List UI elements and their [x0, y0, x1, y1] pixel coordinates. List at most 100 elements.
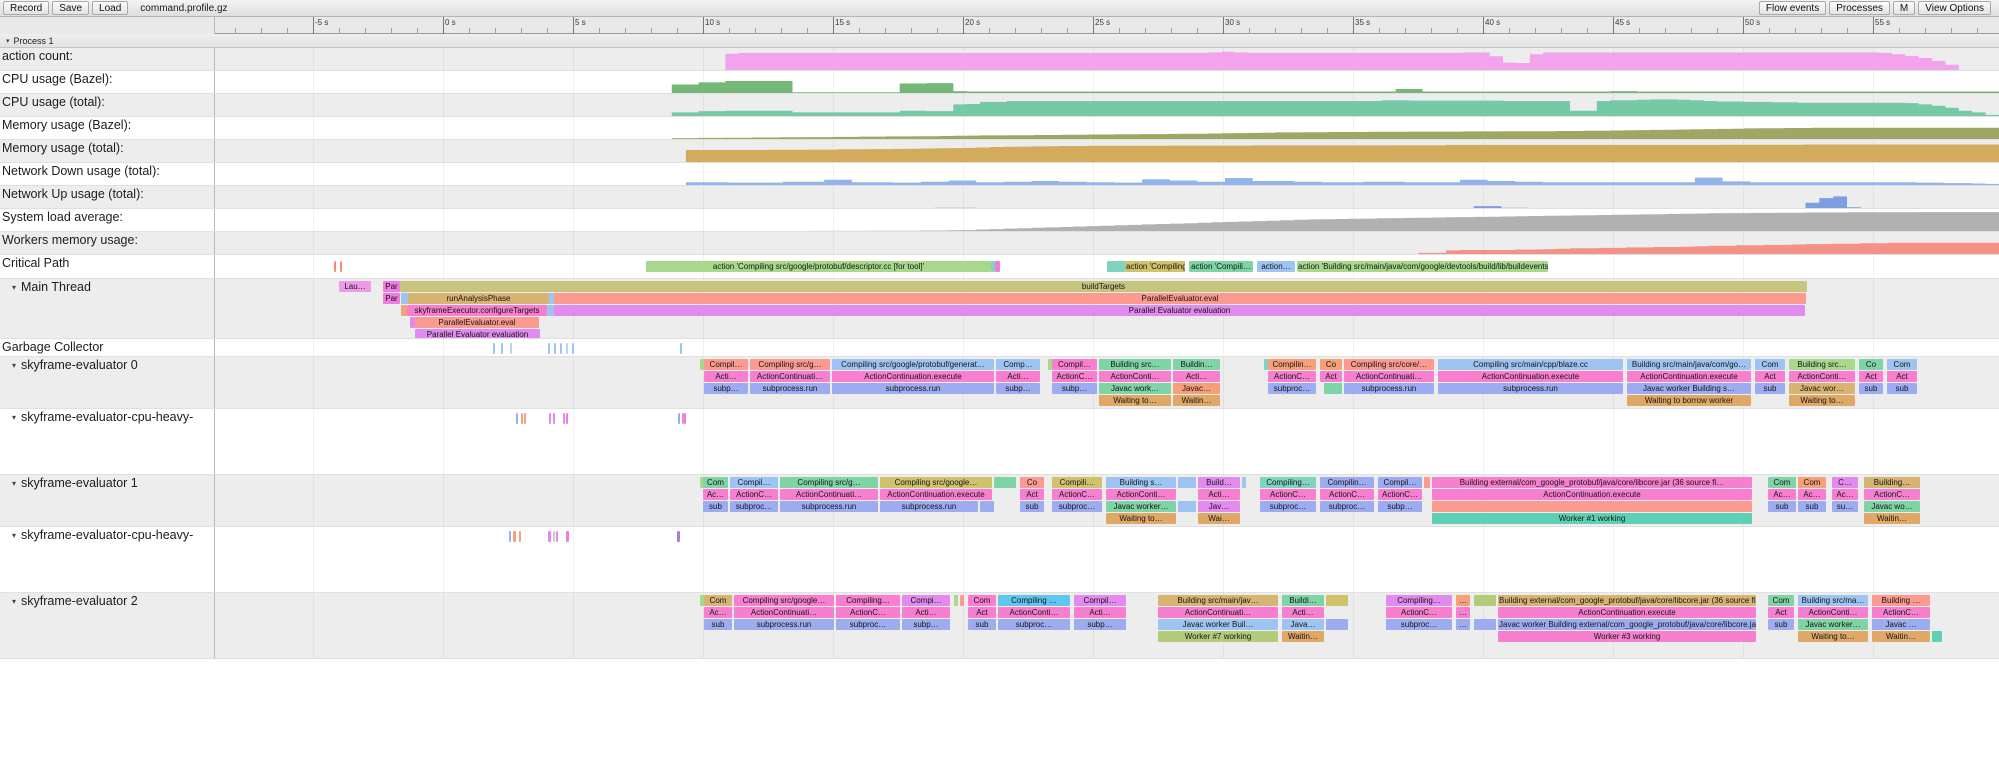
slice[interactable]: ActionConti… [1106, 489, 1176, 500]
slice[interactable]: Compiling… [1260, 477, 1316, 488]
slice[interactable] [1048, 359, 1052, 370]
slice[interactable]: Compil… [704, 359, 748, 370]
slice[interactable]: Compilin… [1268, 359, 1316, 370]
slice[interactable]: Building src/main/java/com/go… [1627, 359, 1751, 370]
slice[interactable]: subp… [1074, 619, 1126, 630]
slice[interactable]: Waitin… [1282, 631, 1324, 642]
slice[interactable]: C… [1832, 477, 1858, 488]
counter-track-system-load-average[interactable]: System load average: [0, 209, 1999, 232]
slice[interactable] [1107, 261, 1125, 272]
slice[interactable]: Act [1755, 371, 1785, 382]
slice[interactable] [572, 343, 574, 354]
slice[interactable] [954, 595, 958, 606]
slice[interactable] [513, 531, 516, 542]
counter-canvas-system-load-average[interactable] [216, 209, 1999, 231]
slice-canvas-skyframe-evaluator-1[interactable]: Com Compil… Compiling src/g… Compiling src/… [216, 475, 1999, 526]
slice[interactable]: ActionC… [1872, 607, 1930, 618]
slice[interactable]: Waiting to… [1099, 395, 1171, 406]
counter-track-cpu-usage-bazel[interactable]: CPU usage (Bazel): [0, 71, 1999, 94]
flow-events-button[interactable]: Flow events [1758, 1, 1827, 15]
slice[interactable]: Building src… [1789, 359, 1855, 370]
track-label-critical-path[interactable]: Critical Path [0, 255, 215, 278]
slice[interactable]: action… [1257, 261, 1295, 272]
counter-canvas-memory-usage-bazel[interactable] [216, 117, 1999, 139]
slice-canvas-skyframe-evaluator-cpu-heavy-1[interactable] [216, 527, 1999, 592]
chevron-down-icon[interactable]: ▾ [12, 597, 17, 606]
slice[interactable]: Compiling src/google… [880, 477, 992, 488]
thread-track-main-thread[interactable]: ▾ Main Thread Lau… Par buildTargets Par runAna… [0, 279, 1999, 339]
track-label-skyframe-evaluator-2[interactable]: ▾ skyframe-evaluator 2 [0, 593, 215, 658]
thread-track-critical-path[interactable]: Critical Path action 'Compiling src/googl… [0, 255, 1999, 279]
counter-canvas-cpu-usage-bazel[interactable] [216, 71, 1999, 93]
slice[interactable]: Com [968, 595, 996, 606]
slice[interactable]: Acti… [996, 371, 1040, 382]
slice[interactable]: Javac worker Building external/com_googl… [1498, 619, 1756, 630]
slice[interactable]: subp… [1052, 383, 1097, 394]
counter-track-cpu-usage-total[interactable]: CPU usage (total): [0, 94, 1999, 117]
slice[interactable] [677, 531, 680, 542]
slice[interactable]: … [1456, 619, 1470, 630]
slice-canvas-skyframe-evaluator-cpu-heavy-0[interactable] [216, 409, 1999, 474]
slice[interactable] [1178, 477, 1196, 488]
slice[interactable]: Compiling… [836, 595, 900, 606]
slice[interactable] [1324, 383, 1342, 394]
slice[interactable] [510, 343, 512, 354]
slice[interactable]: ActionC… [1268, 371, 1316, 382]
slice[interactable] [1264, 359, 1268, 370]
slice[interactable] [1474, 619, 1496, 630]
slice[interactable]: Building external/com_google_protobuf/ja… [1432, 477, 1752, 488]
slice[interactable]: skyframeExecutor.configureTargets [407, 305, 547, 316]
slice[interactable]: Javac worker… [1798, 619, 1868, 630]
slice[interactable] [516, 413, 518, 424]
slice[interactable]: Compiling src/main/cpp/blaze.cc [1438, 359, 1623, 370]
slice[interactable]: ActionConti… [1798, 607, 1868, 618]
slice[interactable]: Ac… [704, 607, 732, 618]
slice[interactable]: Ac… [703, 489, 728, 500]
slice[interactable] [700, 477, 703, 488]
slice[interactable] [401, 293, 408, 304]
slice[interactable]: ActionC… [1052, 371, 1097, 382]
slice-canvas-garbage-collector[interactable] [216, 339, 1999, 356]
slice[interactable]: Building src… [1099, 359, 1171, 370]
slice[interactable]: sub [703, 501, 728, 512]
slice[interactable]: Buildin… [1173, 359, 1220, 370]
slice[interactable]: Co [1020, 477, 1044, 488]
slice[interactable]: action 'Building src/main/java/com/googl… [1297, 261, 1548, 272]
slice[interactable]: sub [1020, 501, 1044, 512]
slice[interactable]: Act [1320, 371, 1342, 382]
slice[interactable]: Building src/main/jav… [1158, 595, 1278, 606]
slice[interactable]: subprocess.run [750, 383, 830, 394]
slice[interactable] [563, 413, 565, 424]
slice[interactable]: Comp… [996, 359, 1040, 370]
slice[interactable] [1326, 595, 1348, 606]
slice[interactable]: ActionC… [730, 489, 778, 500]
slice[interactable]: subp… [1378, 501, 1422, 512]
slice[interactable]: ActionC… [1052, 489, 1102, 500]
counter-canvas-network-down-usage-total[interactable] [216, 163, 1999, 185]
track-label-skyframe-evaluator-1[interactable]: ▾ skyframe-evaluator 1 [0, 475, 215, 526]
slice[interactable]: Com [703, 477, 728, 488]
slice[interactable]: subproc… [730, 501, 778, 512]
slice[interactable]: Compil… [1074, 595, 1126, 606]
slice[interactable]: Acti… [1074, 607, 1126, 618]
slice[interactable] [524, 413, 526, 424]
slice[interactable] [509, 531, 511, 542]
slice[interactable]: subprocess.run [1438, 383, 1623, 394]
chevron-down-icon[interactable]: ▾ [12, 413, 17, 422]
slice[interactable]: sub [968, 619, 996, 630]
slice[interactable]: subp… [902, 619, 950, 630]
slice[interactable]: Compiling … [998, 595, 1070, 606]
slice[interactable]: Compil… [1052, 359, 1097, 370]
slice[interactable]: ActionC… [1386, 607, 1452, 618]
slice[interactable] [553, 413, 555, 424]
slice[interactable]: ActionContinuati… [780, 489, 878, 500]
slice[interactable]: ActionContinuati… [734, 607, 834, 618]
slice[interactable]: Javac… [1173, 383, 1220, 394]
track-label-skyframe-evaluator-0[interactable]: ▾ skyframe-evaluator 0 [0, 357, 215, 408]
slice[interactable]: sub [1887, 383, 1917, 394]
slice[interactable] [566, 413, 568, 424]
slice-canvas-skyframe-evaluator-2[interactable]: Com Compiling src/google… Compiling… Compi…… [216, 593, 1999, 658]
slice[interactable]: Waiting to… [1798, 631, 1868, 642]
slice[interactable] [960, 595, 964, 606]
slice-canvas-skyframe-evaluator-0[interactable]: Compil… Compiling src/g… Compiling src/goo… [216, 357, 1999, 408]
